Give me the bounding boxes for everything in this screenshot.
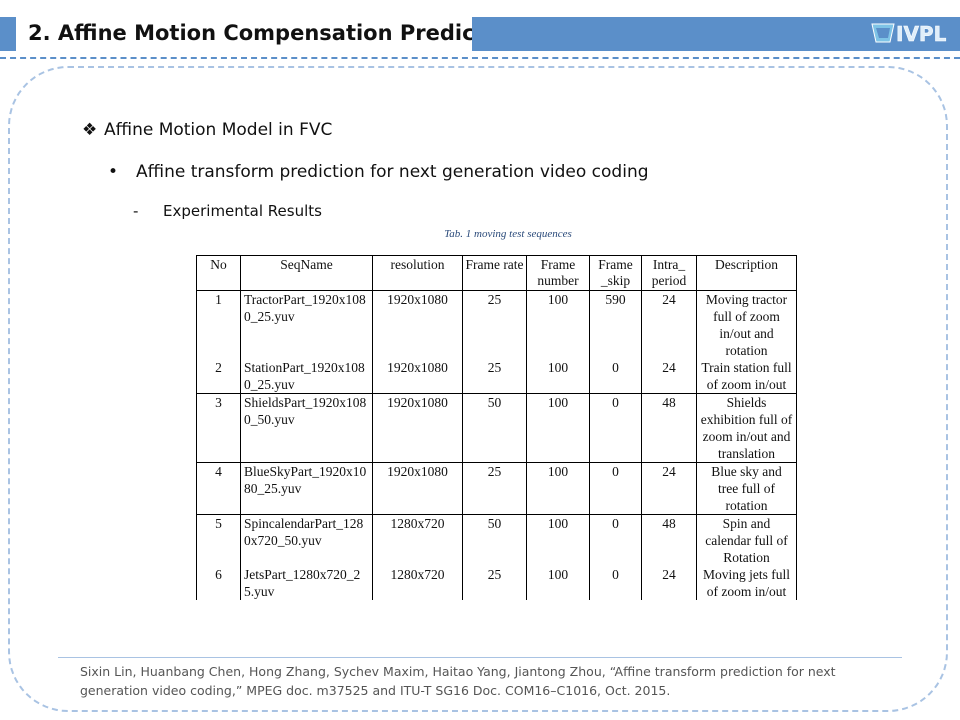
bullet-level-2-text: Affine transform prediction for next gen… [136, 162, 649, 182]
sequence-table: No SeqName resolution Frame rate Frame n… [196, 255, 797, 600]
table-row: 6 JetsPart_1280x720_25.yuv 1280x720 25 1… [196, 566, 797, 600]
header-divider [0, 57, 960, 59]
table-caption: Tab. 1 moving test sequences [444, 228, 572, 240]
bullet-level-3-text: Experimental Results [163, 202, 322, 220]
cell-seqname: ShieldsPart_1920x1080_50.yuv [240, 393, 373, 463]
reference-divider [58, 657, 902, 658]
col-header-frame-skip: Frame _skip [589, 255, 642, 291]
cell-frame-rate: 25 [462, 290, 527, 359]
cell-frame-skip: 590 [589, 290, 642, 359]
col-header-frame-number: Frame number [526, 255, 590, 291]
cell-resolution: 1920x1080 [372, 290, 463, 359]
cell-resolution: 1920x1080 [372, 359, 463, 394]
cell-frame-number: 100 [526, 462, 590, 515]
cell-description: Moving jets full of zoom in/out [696, 566, 797, 600]
cell-frame-number: 100 [526, 290, 590, 359]
cell-frame-number: 100 [526, 393, 590, 463]
cell-seqname: BlueSkyPart_1920x1080_25.yuv [240, 462, 373, 515]
header-title-box [18, 17, 468, 51]
cell-no: 2 [196, 359, 241, 394]
bullet-level-2: • Affine transform prediction for next ge… [108, 162, 649, 182]
table-header-row: No SeqName resolution Frame rate Frame n… [196, 255, 797, 291]
cell-resolution: 1280x720 [372, 514, 463, 566]
bullet-level-1-text: Affine Motion Model in FVC [104, 120, 333, 140]
cell-description: Moving tractor full of zoom in/out and r… [696, 290, 797, 359]
reference-text: Sixin Lin, Huanbang Chen, Hong Zhang, Sy… [80, 664, 836, 698]
cell-description: Blue sky and tree full of rotation [696, 462, 797, 515]
cell-frame-number: 100 [526, 566, 590, 600]
col-header-resolution: resolution [372, 255, 463, 291]
col-header-intra-period: Intra_ period [641, 255, 697, 291]
cell-intra-period: 24 [641, 359, 697, 394]
cell-frame-number: 100 [526, 359, 590, 394]
cell-no: 1 [196, 290, 241, 359]
cell-frame-skip: 0 [589, 393, 642, 463]
cell-no: 3 [196, 393, 241, 463]
cell-frame-number: 100 [526, 514, 590, 566]
bullet-level-3: - Experimental Results [133, 202, 322, 220]
cell-description: Shields exhibition full of zoom in/out a… [696, 393, 797, 463]
cell-frame-skip: 0 [589, 514, 642, 566]
cell-frame-rate: 50 [462, 393, 527, 463]
cell-intra-period: 24 [641, 462, 697, 515]
cell-intra-period: 48 [641, 514, 697, 566]
col-header-seqname: SeqName [240, 255, 373, 291]
table-row: 3 ShieldsPart_1920x1080_50.yuv 1920x1080… [196, 393, 797, 463]
cell-frame-rate: 25 [462, 359, 527, 394]
cell-intra-period: 48 [641, 393, 697, 463]
cell-intra-period: 24 [641, 290, 697, 359]
cell-resolution: 1920x1080 [372, 393, 463, 463]
cell-seqname: JetsPart_1280x720_25.yuv [240, 566, 373, 600]
col-header-description: Description [696, 255, 797, 291]
dash-bullet-icon: - [133, 202, 139, 220]
header-left-accent [0, 17, 16, 51]
table-row: 1 TractorPart_1920x1080_25.yuv 1920x1080… [196, 290, 797, 359]
col-header-no: No [196, 255, 241, 291]
cell-no: 4 [196, 462, 241, 515]
bullet-level-1: ❖ Affine Motion Model in FVC [82, 120, 332, 140]
cell-frame-skip: 0 [589, 462, 642, 515]
dot-bullet-icon: • [108, 162, 119, 182]
diamond-bullet-icon: ❖ [82, 120, 98, 140]
cell-no: 5 [196, 514, 241, 566]
cell-seqname: StationPart_1920x1080_25.yuv [240, 359, 373, 394]
cell-description: Train station full of zoom in/out [696, 359, 797, 394]
table-row: 5 SpincalendarPart_1280x720_50.yuv 1280x… [196, 514, 797, 566]
col-header-frame-rate: Frame rate [462, 255, 527, 291]
cell-intra-period: 24 [641, 566, 697, 600]
ivpl-logo: IVPL [871, 22, 947, 46]
cell-frame-rate: 25 [462, 462, 527, 515]
cell-frame-skip: 0 [589, 359, 642, 394]
cell-description: Spin and calendar full of Rotation [696, 514, 797, 566]
cell-seqname: SpincalendarPart_1280x720_50.yuv [240, 514, 373, 566]
cell-frame-skip: 0 [589, 566, 642, 600]
cell-frame-rate: 25 [462, 566, 527, 600]
table-row: 4 BlueSkyPart_1920x1080_25.yuv 1920x1080… [196, 462, 797, 515]
svg-text:IVPL: IVPL [896, 22, 947, 46]
cell-no: 6 [196, 566, 241, 600]
cell-seqname: TractorPart_1920x1080_25.yuv [240, 290, 373, 359]
cell-resolution: 1920x1080 [372, 462, 463, 515]
content-frame [8, 66, 948, 712]
cell-resolution: 1280x720 [372, 566, 463, 600]
table-row: 2 StationPart_1920x1080_25.yuv 1920x1080… [196, 359, 797, 394]
slide-title: 2. Affine Motion Compensation Prediction [28, 21, 522, 45]
cell-frame-rate: 50 [462, 514, 527, 566]
